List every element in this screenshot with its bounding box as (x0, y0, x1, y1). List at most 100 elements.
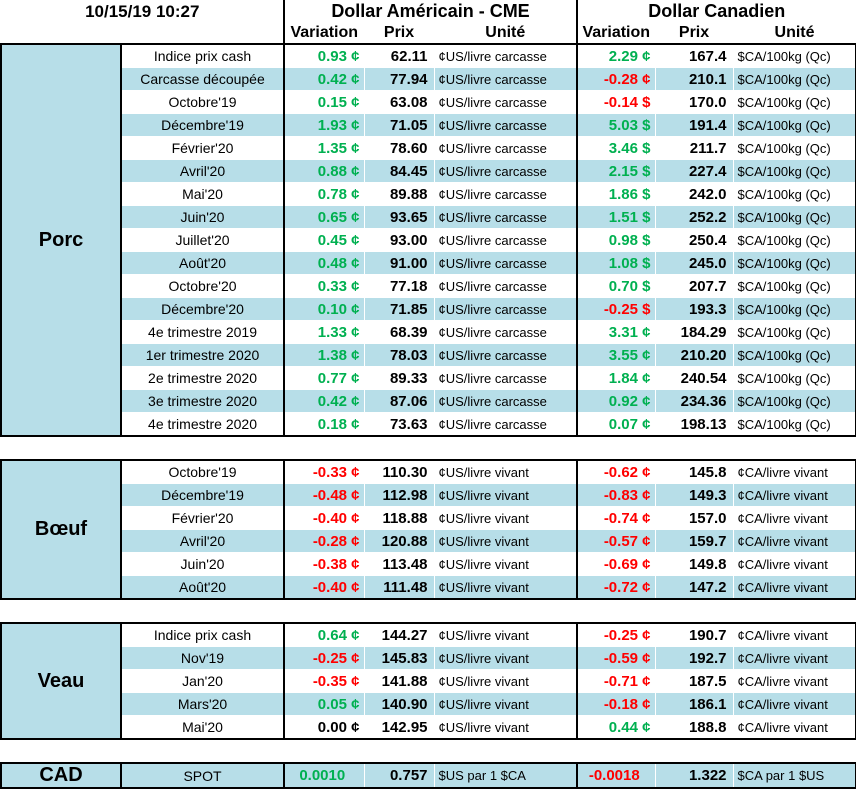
table-row: Juillet'20 0.45 ¢ 93.00 ¢US/livre carcasse 0… (1, 228, 856, 252)
table-row: Bœuf Octobre'19 -0.33 ¢ 110.30 ¢US/livre viv… (0, 459, 856, 600)
usd-variation: 0.0010 (283, 762, 365, 789)
usd-variation: 0.15 ¢ (283, 90, 365, 114)
row-label: Avril'20 (120, 159, 285, 183)
group-label: Porc (0, 43, 122, 437)
cad-unit: ¢CA/livre vivant (732, 646, 856, 670)
row-label: Nov'19 (120, 646, 285, 670)
cad-price: 159.7 (654, 529, 734, 553)
cad-unit: $CA/100kg (Qc) (732, 205, 856, 229)
cad-variation: 3.55 ¢ (576, 343, 656, 367)
cad-variation: -0.0018 (576, 762, 656, 789)
header-row-sub: Variation Prix Unité Variation Prix Unit… (0, 22, 856, 45)
usd-variation: 0.33 ¢ (283, 274, 365, 298)
header-spacer (0, 22, 285, 45)
cad-variation: 3.46 $ (576, 136, 656, 160)
row-label: Avril'20 (120, 529, 285, 553)
row-label: Carcasse découpée (120, 67, 285, 91)
table-row: Décembre'20 0.10 ¢ 71.85 ¢US/livre carcasse… (1, 297, 856, 321)
timestamp: 10/15/19 10:27 (0, 0, 285, 23)
usd-unit: ¢US/livre carcasse (433, 251, 578, 275)
usd-unit: ¢US/livre carcasse (433, 366, 578, 390)
usd-price: 111.48 (363, 575, 435, 600)
row-label: 2e trimestre 2020 (120, 366, 285, 390)
usd-price: 144.27 (363, 622, 435, 647)
usd-section-title: Dollar Américain - CME (283, 0, 578, 23)
cad-price: 192.7 (654, 646, 734, 670)
row-label: 4e trimestre 2020 (120, 412, 285, 437)
usd-price: 71.85 (363, 297, 435, 321)
cad-unit: ¢CA/livre vivant (732, 575, 856, 600)
cad-unit: ¢CA/livre vivant (732, 692, 856, 716)
row-label: Juin'20 (120, 552, 285, 576)
usd-variation: 0.42 ¢ (283, 67, 365, 91)
table-row: Août'20 -0.40 ¢ 111.48 ¢US/livre vivant -0.7… (1, 575, 856, 600)
usd-unit: ¢US/livre carcasse (433, 228, 578, 252)
cad-price: 184.29 (654, 320, 734, 344)
row-label: Mai'20 (120, 715, 285, 740)
table-row: Porc Indice prix cash 0.93 ¢ 62.11 ¢US/livre… (0, 43, 856, 437)
usd-unit: ¢US/livre carcasse (433, 182, 578, 206)
cad-variation: 2.29 ¢ (576, 43, 656, 68)
cad-variation: -0.69 ¢ (576, 552, 656, 576)
table-row: Avril'20 -0.28 ¢ 120.88 ¢US/livre vivant -0.… (1, 529, 856, 553)
usd-price: 73.63 (363, 412, 435, 437)
usd-variation: -0.33 ¢ (283, 459, 365, 484)
cad-unite-header: Unité (732, 22, 856, 45)
cad-price: 167.4 (654, 43, 734, 68)
table-row: Mai'20 0.00 ¢ 142.95 ¢US/livre vivant 0.44 ¢… (1, 715, 856, 740)
cad-unit: $CA/100kg (Qc) (732, 274, 856, 298)
cad-variation: -0.71 ¢ (576, 669, 656, 693)
table-row: Jan'20 -0.35 ¢ 141.88 ¢US/livre vivant -0.71… (1, 669, 856, 693)
cad-unit: $CA/100kg (Qc) (732, 412, 856, 437)
usd-unit: ¢US/livre carcasse (433, 136, 578, 160)
row-label: SPOT (120, 762, 285, 789)
row-label: Décembre'20 (120, 297, 285, 321)
table-row: CAD SPOT 0.0010 0.757 $US par 1 $CA -0.0018 1.… (0, 762, 856, 789)
cad-price: 187.5 (654, 669, 734, 693)
usd-variation: 0.64 ¢ (283, 622, 365, 647)
usd-unit: ¢US/livre vivant (433, 552, 578, 576)
usd-variation: 0.18 ¢ (283, 412, 365, 437)
usd-variation: -0.28 ¢ (283, 529, 365, 553)
table-row: Veau Indice prix cash 0.64 ¢ 144.27 ¢US/livr… (0, 622, 856, 740)
cad-variation: -0.28 ¢ (576, 67, 656, 91)
cad-variation: 0.07 ¢ (576, 412, 656, 437)
usd-unit: ¢US/livre carcasse (433, 43, 578, 68)
usd-variation: 1.38 ¢ (283, 343, 365, 367)
usd-variation: 0.45 ¢ (283, 228, 365, 252)
cad-unit: ¢CA/livre vivant (732, 529, 856, 553)
cad-variation: 1.86 $ (576, 182, 656, 206)
usd-unit: ¢US/livre vivant (433, 483, 578, 507)
row-label: Juillet'20 (120, 228, 285, 252)
usd-unit: ¢US/livre carcasse (433, 343, 578, 367)
spacer-cell (1, 436, 856, 460)
usd-variation: 0.42 ¢ (283, 389, 365, 413)
table-row: 2e trimestre 2020 0.77 ¢ 89.33 ¢US/livre ca… (1, 366, 856, 390)
usd-price: 118.88 (363, 506, 435, 530)
cad-variation: 3.31 ¢ (576, 320, 656, 344)
spacer-row (1, 739, 856, 763)
usd-variation: 0.48 ¢ (283, 251, 365, 275)
table-row: Mai'20 0.78 ¢ 89.88 ¢US/livre carcasse 1.86 … (1, 182, 856, 206)
cad-variation: 1.51 $ (576, 205, 656, 229)
cad-unit: $CA/100kg (Qc) (732, 43, 856, 68)
cad-variation: -0.74 ¢ (576, 506, 656, 530)
table-row: Février'20 -0.40 ¢ 118.88 ¢US/livre vivant -… (1, 506, 856, 530)
usd-price: 89.33 (363, 366, 435, 390)
cad-unit: ¢CA/livre vivant (732, 552, 856, 576)
cad-unit: ¢CA/livre vivant (732, 622, 856, 647)
spacer-row (1, 436, 856, 460)
table-row: Juin'20 0.65 ¢ 93.65 ¢US/livre carcasse 1.51… (1, 205, 856, 229)
usd-price: 112.98 (363, 483, 435, 507)
cad-price: 1.322 (654, 762, 734, 789)
cad-variation: 0.98 $ (576, 228, 656, 252)
table-row: Décembre'19 1.93 ¢ 71.05 ¢US/livre carcasse… (1, 113, 856, 137)
table-row: Décembre'19 -0.48 ¢ 112.98 ¢US/livre vivant… (1, 483, 856, 507)
cad-price: 252.2 (654, 205, 734, 229)
cad-price: 186.1 (654, 692, 734, 716)
usd-price: 89.88 (363, 182, 435, 206)
spacer-row (1, 599, 856, 623)
usd-unit: ¢US/livre carcasse (433, 113, 578, 137)
usd-unit: ¢US/livre carcasse (433, 159, 578, 183)
usd-variation: 0.78 ¢ (283, 182, 365, 206)
